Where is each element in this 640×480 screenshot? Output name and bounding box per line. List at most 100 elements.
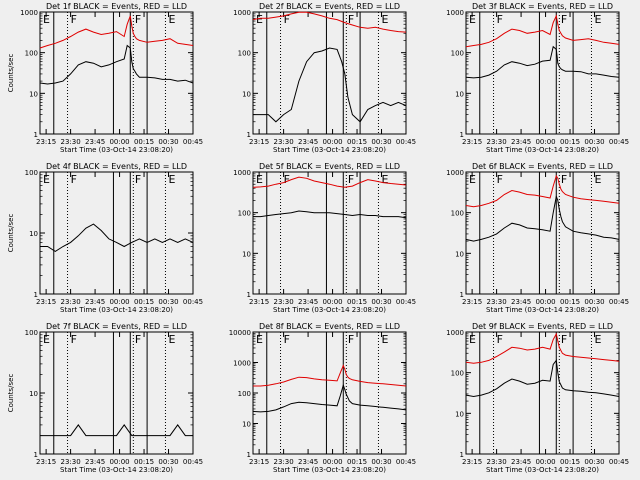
x-tick-label: 23:15 xyxy=(249,138,269,146)
y-tick-label: 10 xyxy=(242,90,251,98)
chart-panel-2: Det 2f BLACK = Events, RED = LLD 1 10 100 10… xyxy=(233,2,416,154)
region-label: F xyxy=(497,13,503,26)
y-tick-label: 1000 xyxy=(233,9,251,17)
plot-frame xyxy=(252,11,407,135)
x-axis-label: Start Time (03-Oct-14 23:08:20) xyxy=(486,306,599,314)
region-label: F xyxy=(284,333,290,346)
region-label: F xyxy=(348,333,354,346)
region-label: E xyxy=(43,333,50,346)
region-label: E xyxy=(43,13,50,26)
x-tick-label: 00:30 xyxy=(584,298,604,306)
series-line-events xyxy=(39,44,194,85)
x-tick-label: 00:00 xyxy=(322,458,342,466)
x-tick-label: 00:30 xyxy=(371,138,391,146)
region-label: F xyxy=(135,333,141,346)
chart-panel-3: Det 3f BLACK = Events, RED = LLD 1 10 100 10… xyxy=(446,2,629,154)
series-line-lld xyxy=(465,14,620,48)
region-label: F xyxy=(71,13,77,26)
x-tick-label: 00:00 xyxy=(109,138,129,146)
series-line-lld xyxy=(39,15,194,49)
series-line-lld xyxy=(252,11,407,33)
region-label: F xyxy=(348,173,354,186)
x-tick-label: 23:30 xyxy=(487,138,507,146)
series-line-events xyxy=(40,223,194,252)
region-label: E xyxy=(469,13,476,26)
region-label: E xyxy=(595,173,602,186)
x-tick-label: 23:30 xyxy=(61,458,81,466)
x-tick-label: 00:15 xyxy=(560,138,580,146)
y-tick-label: 10 xyxy=(29,230,38,238)
x-tick-label: 23:45 xyxy=(298,298,318,306)
x-tick-label: 00:15 xyxy=(134,298,154,306)
x-axis-label: Start Time (03-Oct-14 23:08:20) xyxy=(60,466,173,474)
x-tick-label: 23:45 xyxy=(511,458,531,466)
region-label: E xyxy=(256,173,263,186)
x-tick-label: 00:15 xyxy=(134,138,154,146)
x-axis-label: Start Time (03-Oct-14 23:08:20) xyxy=(486,466,599,474)
x-tick-label: 23:45 xyxy=(298,138,318,146)
y-tick-label: 1 xyxy=(460,131,464,139)
x-axis-label: Start Time (03-Oct-14 23:08:20) xyxy=(60,146,173,154)
chart-title: Det 6f BLACK = Events, RED = LLD xyxy=(472,162,613,171)
x-tick-label: 23:15 xyxy=(462,138,482,146)
x-tick-label: 00:45 xyxy=(609,138,629,146)
y-tick-label: 1 xyxy=(247,131,251,139)
region-label: E xyxy=(43,173,50,186)
x-axis-label: Start Time (03-Oct-14 23:08:20) xyxy=(486,146,599,154)
x-tick-label: 23:15 xyxy=(462,298,482,306)
y-tick-label: 100 xyxy=(238,210,251,218)
region-label: F xyxy=(71,333,77,346)
x-tick-label: 00:00 xyxy=(109,458,129,466)
x-tick-label: 00:30 xyxy=(584,458,604,466)
y-axis-label: Counts/sec xyxy=(7,214,15,253)
x-tick-label: 23:15 xyxy=(36,298,56,306)
x-tick-label: 00:15 xyxy=(560,298,580,306)
y-tick-label: 10 xyxy=(242,421,251,429)
y-tick-label: 1000 xyxy=(446,169,464,177)
region-label: E xyxy=(595,333,602,346)
y-tick-label: 1 xyxy=(34,291,38,299)
y-tick-label: 1 xyxy=(247,291,251,299)
region-label: E xyxy=(469,173,476,186)
y-tick-label: 10 xyxy=(455,250,464,258)
y-axis-label: Counts/sec xyxy=(7,374,15,413)
y-tick-label: 10 xyxy=(455,90,464,98)
x-axis-label: Start Time (03-Oct-14 23:08:20) xyxy=(60,306,173,314)
y-tick-label: 100 xyxy=(451,370,464,378)
chart-title: Det 5f BLACK = Events, RED = LLD xyxy=(259,162,400,171)
region-label: E xyxy=(169,173,176,186)
y-tick-label: 100 xyxy=(25,329,38,337)
y-tick-label: 10000 xyxy=(229,329,251,337)
y-tick-label: 10 xyxy=(242,250,251,258)
x-tick-label: 00:45 xyxy=(609,298,629,306)
x-tick-label: 23:15 xyxy=(462,458,482,466)
region-label: F xyxy=(284,173,290,186)
x-tick-label: 00:30 xyxy=(584,138,604,146)
y-tick-label: 10 xyxy=(29,90,38,98)
x-tick-label: 00:45 xyxy=(396,298,416,306)
region-label: E xyxy=(169,333,176,346)
region-label: E xyxy=(256,13,263,26)
plot-frame xyxy=(39,171,194,295)
x-tick-label: 00:00 xyxy=(535,138,555,146)
y-tick-label: 100 xyxy=(238,50,251,58)
x-tick-label: 00:00 xyxy=(322,298,342,306)
y-tick-label: 1 xyxy=(460,291,464,299)
series-line-lld xyxy=(465,332,620,364)
x-tick-label: 23:30 xyxy=(61,138,81,146)
chart-panel-5: Det 5f BLACK = Events, RED = LLD 1 10 100 10… xyxy=(233,162,416,314)
x-tick-label: 00:15 xyxy=(347,298,367,306)
chart-panel-6: Det 6f BLACK = Events, RED = LLD 1 10 100 10… xyxy=(446,162,629,314)
series-line-events xyxy=(465,359,620,398)
x-axis-label: Start Time (03-Oct-14 23:08:20) xyxy=(273,306,386,314)
x-tick-label: 00:15 xyxy=(347,458,367,466)
x-tick-label: 00:45 xyxy=(396,138,416,146)
y-tick-label: 100 xyxy=(25,169,38,177)
x-tick-label: 00:45 xyxy=(183,458,203,466)
series-line-lld xyxy=(253,364,407,387)
series-line-lld xyxy=(465,174,620,208)
series-line-events xyxy=(253,210,407,219)
plot-frame xyxy=(252,331,407,455)
region-label: F xyxy=(348,13,354,26)
region-label: E xyxy=(256,333,263,346)
